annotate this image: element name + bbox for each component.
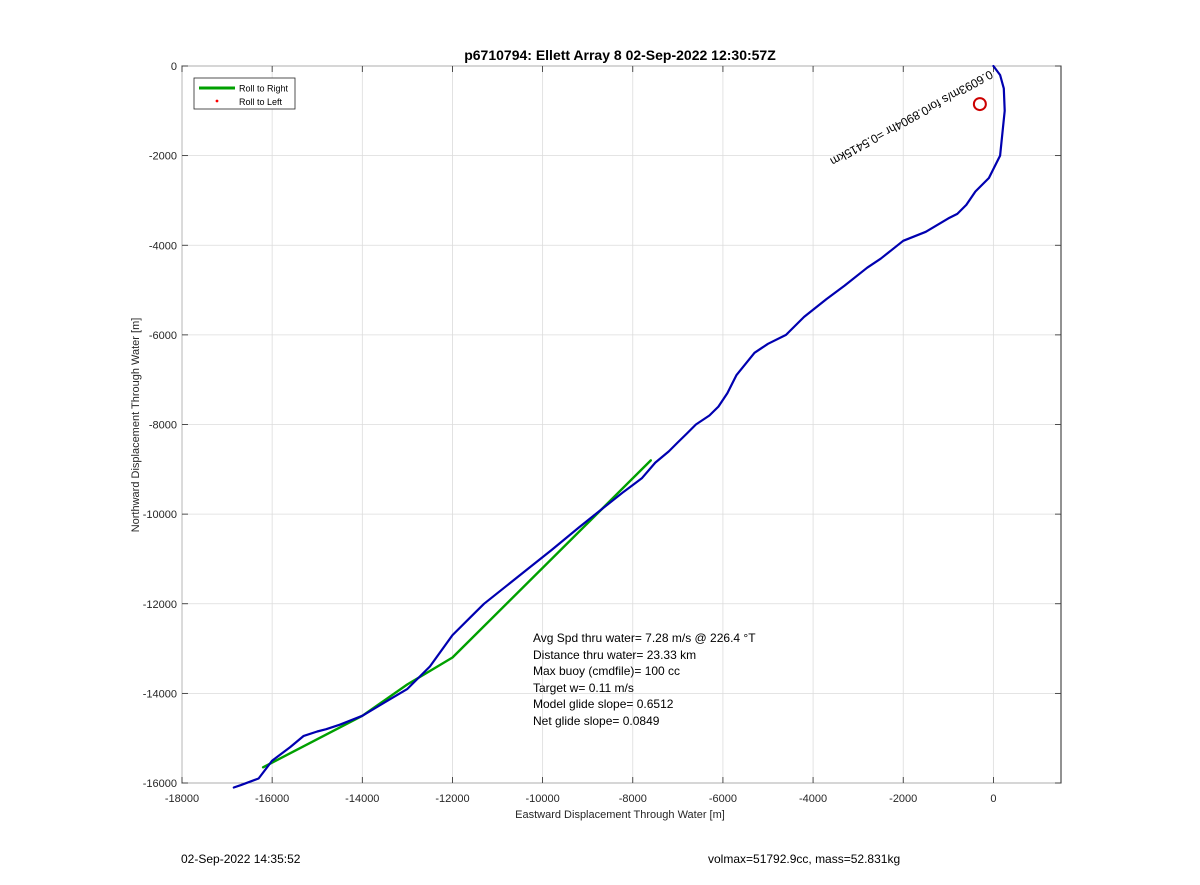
grid-lines (181, 65, 1061, 784)
x-tick-label: -6000 (709, 793, 737, 805)
stat-max-buoy: Max buoy (cmdfile)= 100 cc (533, 664, 680, 678)
y-tick-label: -6000 (149, 330, 177, 342)
y-axis-label: Northward Displacement Through Water [m] (130, 318, 142, 533)
position-circle-marker (972, 97, 987, 112)
y-tick-label: -2000 (149, 151, 177, 163)
legend-label-roll-left: Roll to Left (239, 97, 283, 107)
x-tick-label: -14000 (345, 793, 379, 805)
stat-net-glide: Net glide slope= 0.0849 (533, 714, 660, 728)
series-layer (232, 64, 1006, 789)
stat-avg-speed: Avg Spd thru water= 7.28 m/s @ 226.4 °T (533, 631, 756, 645)
stats-annotation: Avg Spd thru water= 7.28 m/s @ 226.4 °T … (533, 631, 756, 728)
y-tick-label: -14000 (143, 688, 177, 700)
x-tick-label: -4000 (799, 793, 827, 805)
x-tick-label: -18000 (165, 793, 199, 805)
legend-label-roll-right: Roll to Right (239, 84, 289, 94)
x-axis-label: Eastward Displacement Through Water [m] (515, 809, 725, 821)
y-tick-label: -16000 (143, 778, 177, 790)
y-tick-label: -8000 (149, 420, 177, 432)
stat-model-glide: Model glide slope= 0.6512 (533, 697, 674, 711)
y-tick-label: -4000 (149, 240, 177, 252)
x-tick-label: -16000 (255, 793, 289, 805)
stat-distance: Distance thru water= 23.33 km (533, 648, 696, 662)
y-tick-label: 0 (171, 61, 177, 73)
y-tick-label: -12000 (143, 599, 177, 611)
axis-ticks: -18000 -16000 -14000 -12000 -10000 -8000 -6000… (143, 61, 1061, 805)
x-tick-label: 0 (990, 793, 996, 805)
plot-area: -18000 -16000 -14000 -12000 -10000 -8000 -6000… (143, 61, 1062, 805)
legend-box (193, 77, 296, 110)
x-tick-label: -8000 (619, 793, 647, 805)
y-tick-label: -10000 (143, 509, 177, 521)
x-tick-label: -12000 (435, 793, 469, 805)
x-tick-label: -10000 (525, 793, 559, 805)
legend: Roll to Right Roll to Left (193, 77, 296, 110)
footer-timestamp: 02-Sep-2022 14:35:52 (181, 852, 301, 866)
x-tick-label: -2000 (889, 793, 917, 805)
series-track-line (232, 64, 1006, 789)
legend-swatch-roll-left (215, 99, 219, 103)
footer-vol-mass: volmax=51792.9cc, mass=52.831kg (708, 852, 901, 866)
chart-title: p6710794: Ellett Array 8 02-Sep-2022 12:… (464, 47, 776, 63)
stat-target-w: Target w= 0.11 m/s (533, 681, 634, 695)
